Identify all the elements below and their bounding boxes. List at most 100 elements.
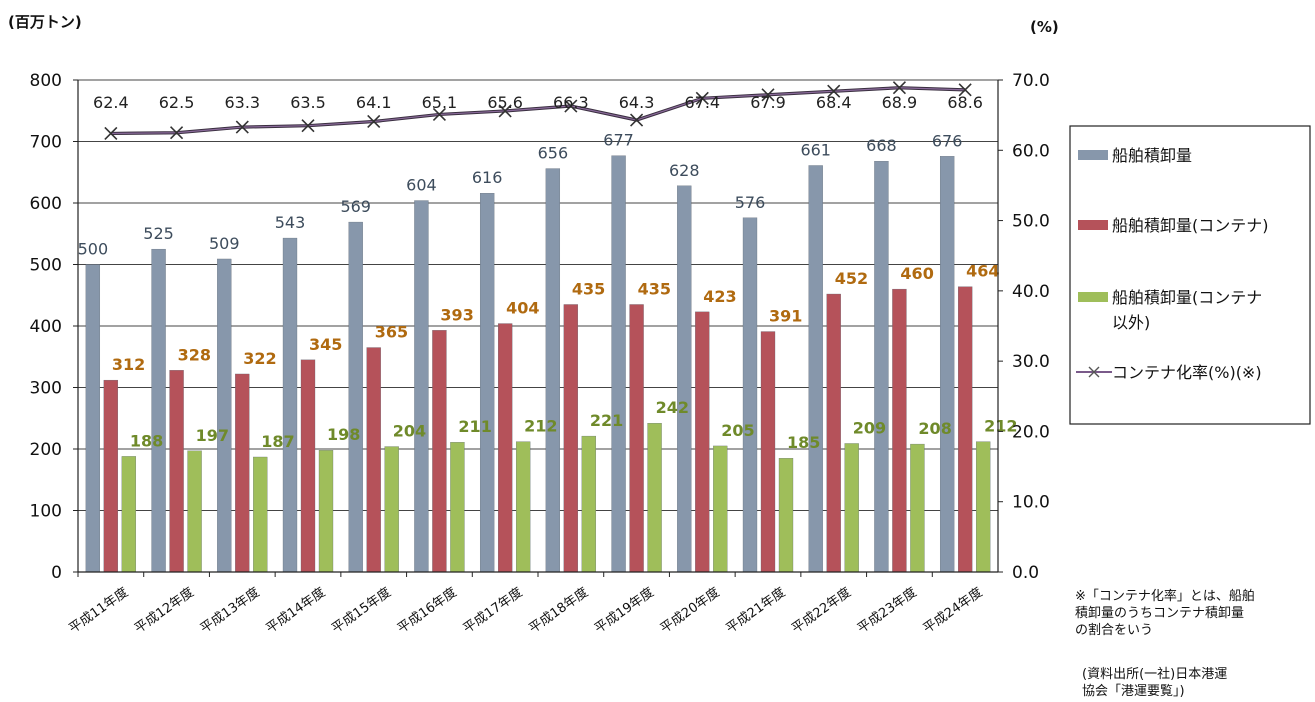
bar-total	[151, 248, 166, 573]
y-left-tick-label: 300	[30, 379, 62, 399]
x-tick-label: 平成24年度	[920, 584, 985, 636]
bar-non-container	[318, 450, 334, 573]
data-label-container: 312	[112, 355, 145, 374]
bar-non-container	[515, 441, 531, 573]
data-label-total: 628	[669, 161, 700, 180]
bar-non-container	[581, 435, 597, 573]
bar-non-container	[910, 443, 925, 573]
data-label-rate: 65.1	[422, 93, 458, 112]
rate-marker	[892, 81, 906, 95]
data-label-rate: 65.6	[487, 93, 523, 112]
data-label-total: 661	[800, 140, 831, 159]
data-label-non-container: 187	[261, 432, 294, 451]
y-right-tick-label: 70.0	[1012, 71, 1050, 91]
x-tick-label: 平成15年度	[329, 584, 394, 636]
data-label-rate: 63.5	[290, 93, 326, 112]
data-label-total: 656	[538, 144, 569, 163]
data-label-rate: 67.9	[750, 93, 786, 112]
rate-marker	[958, 83, 972, 97]
data-label-non-container: 198	[327, 425, 360, 444]
bar-container	[497, 323, 513, 573]
bar-non-container	[844, 443, 859, 573]
bar-container	[892, 288, 907, 573]
data-label-total: 616	[472, 168, 503, 187]
bar-total	[545, 168, 561, 573]
rate-marker	[104, 126, 118, 140]
bar-non-container	[975, 441, 991, 573]
bar-total	[874, 161, 889, 573]
bar-total	[217, 258, 232, 573]
legend-swatch	[1078, 150, 1108, 160]
data-label-non-container: 205	[721, 421, 754, 440]
bar-total	[414, 200, 429, 573]
rate-marker	[498, 104, 512, 118]
data-label-total: 500	[78, 240, 109, 259]
data-label-container: 365	[375, 323, 408, 342]
data-label-rate: 62.5	[159, 93, 195, 112]
y-left-tick-label: 400	[30, 317, 62, 337]
bar-non-container	[450, 442, 465, 573]
rate-marker	[170, 126, 184, 140]
bar-total	[677, 185, 692, 573]
data-label-non-container: 211	[458, 417, 491, 436]
rate-marker	[301, 119, 315, 133]
y-left-tick-label: 100	[30, 502, 62, 522]
bars	[85, 155, 991, 573]
bar-container	[760, 331, 776, 573]
legend-swatch	[1078, 292, 1108, 302]
x-tick-label: 平成14年度	[263, 584, 328, 636]
bar-total	[742, 217, 758, 573]
rate-line	[104, 81, 972, 140]
data-label-rate: 68.4	[816, 93, 852, 112]
rate-line-highlight	[110, 87, 966, 135]
bar-non-container	[253, 456, 268, 573]
bar-container	[235, 373, 250, 573]
legend-marker	[1088, 366, 1100, 378]
bar-total	[85, 264, 101, 573]
y-left-tick-label: 800	[30, 71, 62, 91]
x-tick-label: 平成16年度	[394, 584, 459, 636]
rate-marker	[432, 107, 446, 122]
bar-non-container	[187, 450, 202, 573]
data-label-non-container: 212	[984, 417, 1017, 436]
x-tick-label: 平成13年度	[197, 584, 262, 636]
data-label-total: 509	[209, 234, 240, 253]
rate-marker	[564, 99, 578, 113]
data-label-container: 345	[309, 335, 342, 354]
rate-marker	[367, 114, 381, 129]
note-source: (資料出所(一社)日本港運	[1082, 666, 1227, 682]
data-label-container: 322	[243, 349, 276, 368]
rate-marker	[695, 91, 709, 105]
data-label-non-container: 221	[590, 411, 623, 430]
rate-marker	[827, 84, 841, 98]
x-tick-label: 平成23年度	[854, 584, 919, 636]
x-tick-label: 平成12年度	[132, 584, 197, 636]
y-right-unit: (%)	[1030, 18, 1059, 36]
data-label-rate: 64.1	[356, 93, 392, 112]
y-left-unit: (百万トン)	[8, 13, 82, 31]
y-right-tick-label: 0.0	[1012, 563, 1039, 583]
y-left-tick-label: 500	[30, 256, 62, 276]
data-label-total: 569	[340, 197, 371, 216]
y-left-tick-label: 600	[30, 194, 62, 214]
legend-swatch	[1078, 220, 1108, 230]
bar-container	[366, 347, 381, 573]
data-label-rate: 68.6	[947, 93, 983, 112]
y-right-tick-label: 30.0	[1012, 352, 1050, 372]
data-label-non-container: 204	[393, 422, 426, 441]
note-definition: 積卸量のうちコンテナ積卸量	[1075, 605, 1244, 621]
x-tick-label: 平成20年度	[657, 584, 722, 636]
bar-container	[826, 293, 841, 573]
y-left-tick-label: 0	[51, 563, 62, 583]
x-tick-label: 平成21年度	[723, 584, 788, 636]
data-label-non-container: 212	[524, 417, 557, 436]
data-label-rate: 62.4	[93, 93, 129, 112]
x-tick-label: 平成11年度	[66, 584, 131, 636]
bar-container	[957, 286, 973, 573]
y-right-tick-label: 40.0	[1012, 282, 1050, 302]
data-label-container: 423	[703, 287, 736, 306]
